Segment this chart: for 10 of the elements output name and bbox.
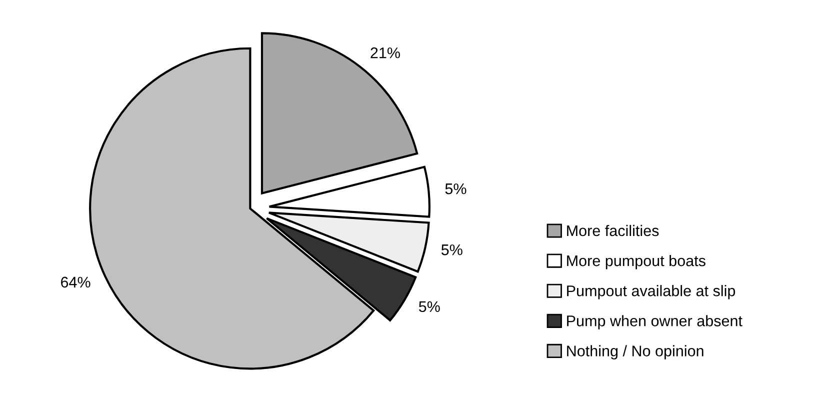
data-label: 64%	[61, 276, 90, 288]
data-label: 21%	[370, 47, 400, 58]
legend-label: Pumpout available at slip	[567, 285, 736, 300]
legend-label: Nothing / No opinion	[567, 345, 704, 360]
data-label: 5%	[441, 244, 462, 256]
legend-label: Pump when owner absent	[567, 315, 742, 330]
legend-label: More facilities	[567, 224, 659, 236]
legend-label: More pumpout boats	[567, 254, 706, 270]
data-label: 5%	[418, 301, 440, 312]
data-label: 5%	[445, 183, 466, 194]
